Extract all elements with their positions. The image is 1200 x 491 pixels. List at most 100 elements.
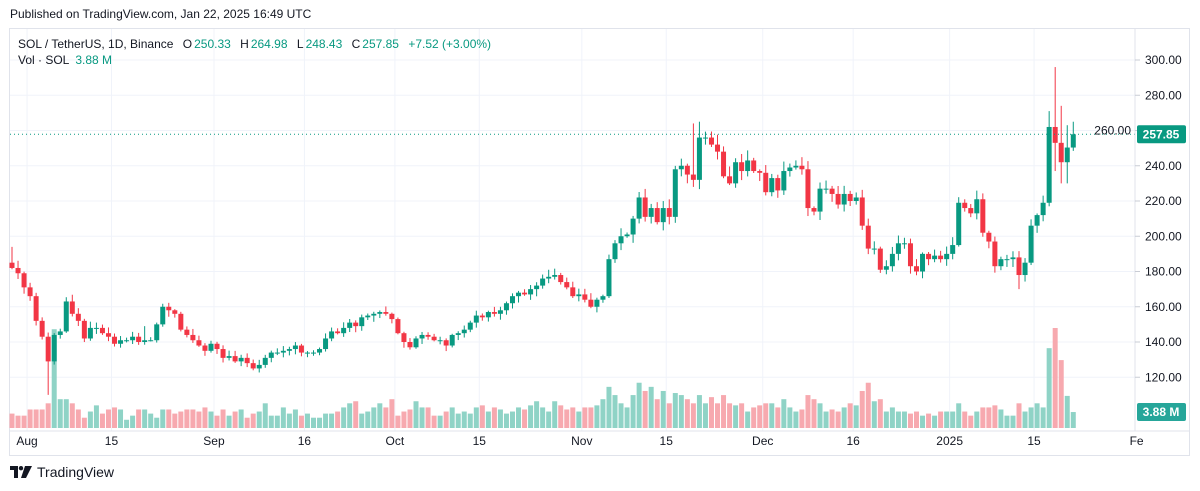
candle [1004,254,1010,267]
volume-bar [118,409,124,428]
volume-bar [166,409,172,428]
candle-body [570,287,576,297]
candle-body [130,336,136,341]
candle-body [648,208,654,217]
candle-body [938,255,944,260]
candle [244,353,250,368]
volume-bar [980,407,986,428]
candle-body [371,313,377,316]
volume-bar [473,407,479,428]
volume-bar [847,403,853,428]
candle-body [962,202,968,209]
volume-bar [298,415,304,428]
volume-bar [196,411,202,428]
volume-bar [582,407,588,428]
volume-bar [335,411,341,428]
candle-body [847,193,853,201]
candle-body [485,312,491,318]
candle-body [1022,262,1028,276]
volume-bar [69,403,75,428]
candle-body [317,349,323,353]
volume-bar [341,407,347,428]
candle [684,163,690,184]
last-volume-badge: 3.88 M [1137,403,1186,421]
volume-bar [660,390,666,428]
candle [81,318,87,343]
candle-body [763,172,769,193]
volume-bar [895,411,901,428]
candle-body [654,208,660,223]
candle [371,311,377,322]
candle-body [769,178,775,193]
volume-bar [654,399,660,428]
symbol-title[interactable]: SOL / TetherUS, 1D, Binance [18,37,174,51]
candle-body [1040,202,1046,216]
candle [473,310,479,328]
candle-body [304,352,310,354]
volume-bar [769,403,775,428]
candle [775,174,781,198]
volume-bar [75,409,81,428]
candle [15,260,21,279]
candle-body [950,245,956,254]
volume-bar [479,405,485,428]
volume-bar [1046,348,1052,428]
candle [467,320,473,333]
volume-bar [835,411,841,428]
candle [39,317,45,340]
candle-body [184,329,190,335]
candle-body [672,169,678,217]
candle-body [932,255,938,260]
volume-bar [250,413,256,428]
candle [341,322,347,337]
candle [353,320,359,333]
candle [666,199,672,225]
candle [99,324,105,335]
volume-bar [624,407,630,428]
candle [528,285,534,300]
candle-body [715,144,721,152]
candle [323,333,329,352]
volume-bar [27,409,33,428]
price-tick-label: 260.00 [1094,124,1131,138]
candle-body [347,322,353,328]
candle [509,293,515,309]
volume-bar [226,415,232,428]
volume-bar [172,413,178,428]
candle [883,260,889,275]
footer-brand[interactable]: TradingView [10,464,114,480]
volume-bar [105,409,111,428]
volume-bar [594,405,600,428]
volume-row: Vol · SOL 3.88 M [18,52,493,68]
volume-bar [1040,407,1046,428]
candle [280,346,286,358]
candle [413,336,419,349]
volume-bar [256,411,262,428]
candle [793,160,799,170]
candle [268,350,274,363]
candle [383,306,389,316]
candle [739,154,745,181]
candle-body [292,345,298,350]
candle-body [136,336,142,342]
volume-bar [745,411,751,428]
candle [202,343,208,356]
time-tick-label: Fe [1130,434,1144,448]
candle-body [389,313,395,320]
candle [63,297,69,333]
volume-label[interactable]: Vol · SOL [18,53,70,67]
candle-body [733,162,739,184]
candle [534,282,540,297]
candle-body [63,301,69,332]
candle [733,158,739,188]
candle [45,332,51,395]
last-price-badge: 257.85 [1137,125,1186,144]
candle-body [286,349,292,351]
chart-frame [9,28,1190,456]
candle [172,309,178,318]
volume-bar [823,411,829,428]
candle [57,328,63,339]
candle-body [473,315,479,323]
candle [956,197,962,247]
